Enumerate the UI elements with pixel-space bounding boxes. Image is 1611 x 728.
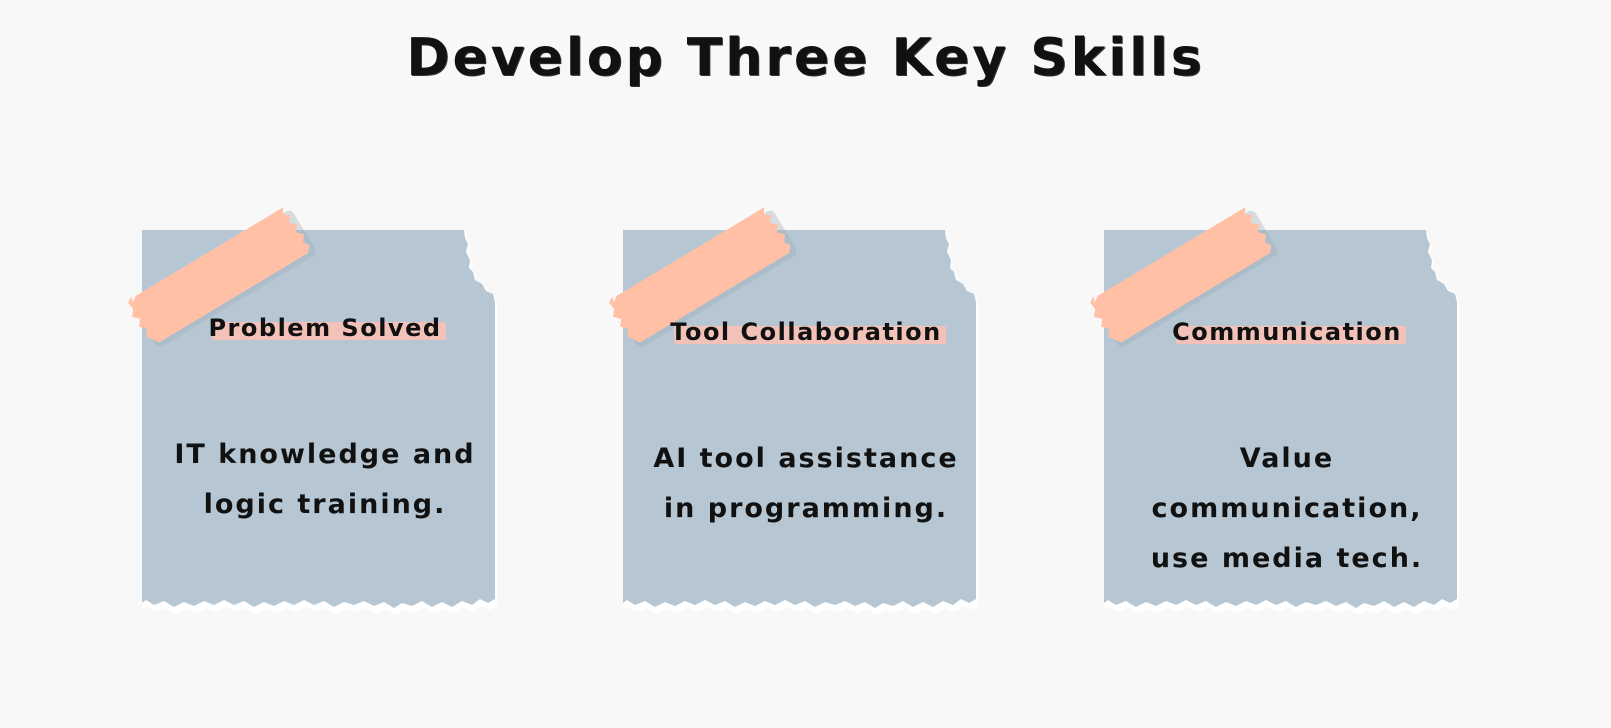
- torn-paper-note: [128, 207, 497, 615]
- card-heading-text: Tool Collaboration: [670, 318, 942, 346]
- skill-card-tool-collaboration: Tool Collaboration AI tool assistance in…: [585, 196, 985, 646]
- card-body-line: communication,: [1151, 493, 1423, 524]
- skill-card-problem-solved: Problem Solved IT knowledge and logic tr…: [104, 196, 504, 646]
- torn-paper-note: [609, 207, 978, 615]
- tape-strip: [128, 207, 316, 347]
- card-body: IT knowledge and logic training.: [160, 430, 490, 530]
- card-heading: Communication: [1122, 318, 1452, 346]
- card-body-line: use media tech.: [1150, 543, 1424, 574]
- card-body-line: in programming.: [663, 493, 949, 524]
- card-body: Value communication, use media tech.: [1122, 434, 1452, 584]
- skill-card-communication: Communication Value communication, use m…: [1066, 196, 1466, 646]
- card-heading: Tool Collaboration: [641, 318, 971, 346]
- card-body-line: IT knowledge and: [174, 439, 476, 470]
- card-body: AI tool assistance in programming.: [641, 434, 971, 534]
- heading-highlight: Communication: [1168, 318, 1406, 346]
- card-heading: Problem Solved: [160, 314, 490, 342]
- heading-highlight: Tool Collaboration: [666, 318, 947, 346]
- note-paper: [1104, 230, 1457, 608]
- card-body-line: AI tool assistance: [653, 443, 959, 474]
- card-heading-text: Communication: [1172, 318, 1402, 346]
- note-paper: [623, 230, 976, 608]
- tape-strip: [1090, 207, 1278, 347]
- card-body-line: Value: [1239, 443, 1335, 474]
- page-title: Develop Three Key Skills: [406, 28, 1205, 88]
- card-body-line: logic training.: [203, 489, 447, 520]
- card-heading-text: Problem Solved: [208, 314, 442, 342]
- heading-highlight: Problem Solved: [204, 314, 446, 342]
- tape-strip: [609, 207, 797, 347]
